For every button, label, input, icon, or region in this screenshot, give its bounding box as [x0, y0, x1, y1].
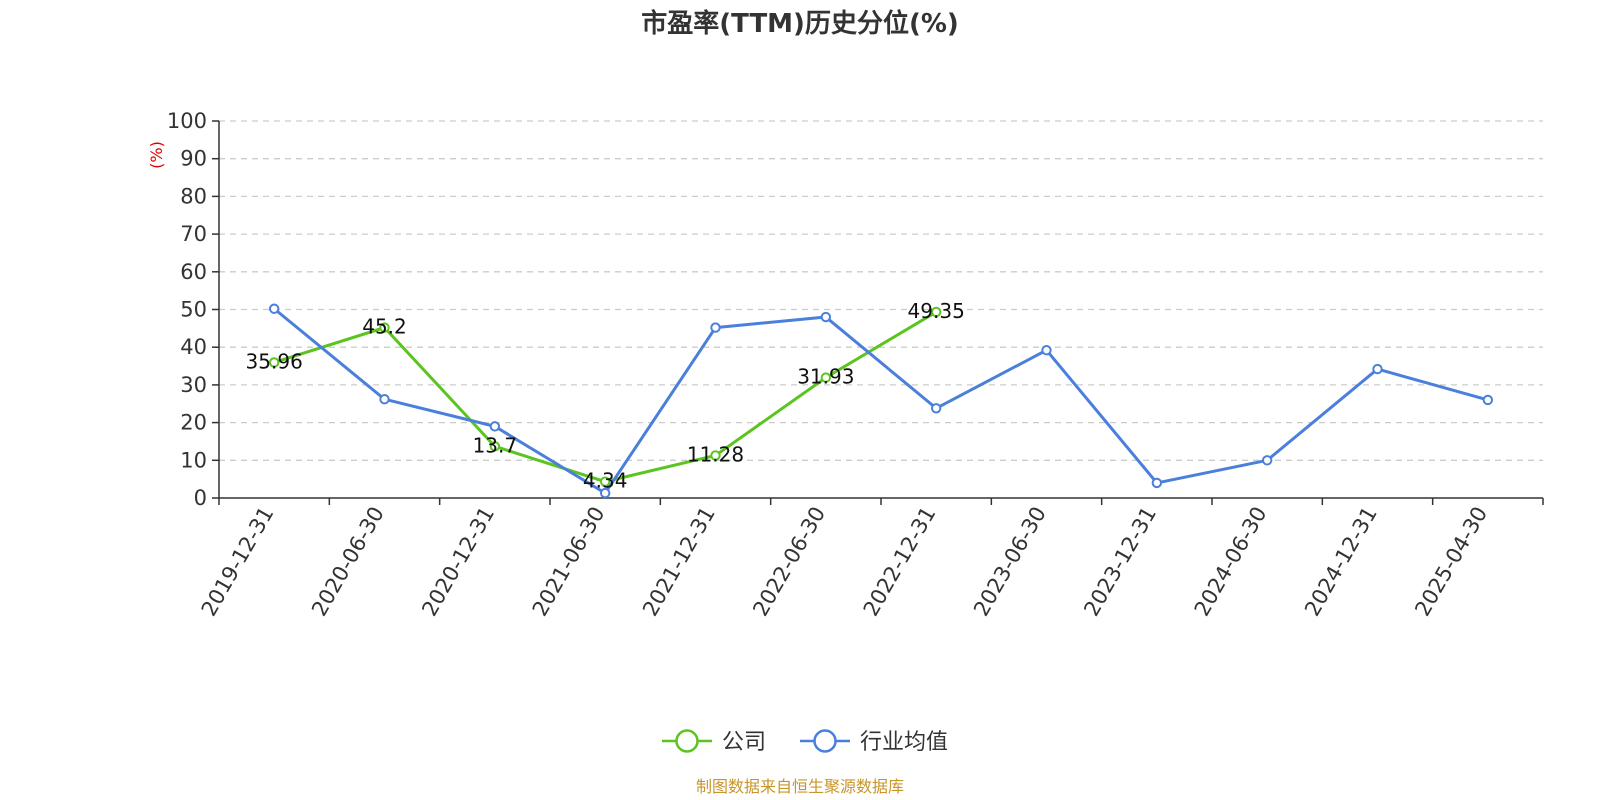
data-point[interactable] — [1482, 394, 1494, 406]
data-label: 45.2 — [362, 315, 407, 339]
legend-item-0[interactable]: 公司 — [662, 729, 766, 755]
x-tick-label: 2021-12-31 — [638, 503, 720, 621]
data-point[interactable] — [599, 476, 611, 487]
data-point[interactable] — [489, 441, 501, 452]
data-point[interactable] — [1372, 363, 1383, 375]
legend-marker-icon — [813, 729, 837, 753]
data-point[interactable] — [489, 421, 501, 432]
data-point[interactable] — [820, 372, 832, 383]
data-point[interactable] — [379, 322, 390, 333]
y-axis-unit-label: (%) — [147, 141, 166, 169]
x-tick-label: 2023-12-31 — [1079, 503, 1161, 621]
data-point[interactable] — [930, 306, 942, 318]
data-label: 13.7 — [473, 433, 518, 457]
y-tick-label: 90 — [180, 147, 207, 171]
data-point[interactable] — [599, 487, 611, 499]
y-tick-label: 40 — [180, 335, 207, 359]
data-point[interactable] — [820, 311, 832, 323]
x-tick-label: 2022-12-31 — [859, 503, 941, 621]
y-tick-label: 0 — [194, 486, 207, 510]
y-tick-label: 60 — [180, 260, 207, 284]
series-line-1 — [273, 307, 1489, 495]
x-tick-label: 2021-06-30 — [528, 503, 610, 621]
axes: 0 10 20 30 40 50 60 70 80 90 100 2019-12-31 2020-06-… — [167, 109, 1544, 621]
data-point[interactable] — [930, 403, 942, 414]
data-label: 49.35 — [908, 299, 965, 323]
chart-title: 市盈率(TTM)历史分位(%) — [641, 8, 959, 39]
y-tick-label: 70 — [180, 222, 207, 246]
y-tick-label: 30 — [180, 373, 207, 397]
data-label: 4.34 — [583, 469, 628, 493]
data-point[interactable] — [1151, 477, 1163, 489]
legend-label: 公司 — [722, 730, 766, 755]
gridlines — [219, 120, 1543, 461]
source-note: 制图数据来自恒生聚源数据库 — [696, 777, 904, 796]
legend-label: 行业均值 — [860, 730, 948, 755]
data-label: 31.93 — [797, 365, 854, 389]
data-point[interactable] — [379, 394, 390, 405]
x-tick-label: 2020-12-31 — [417, 503, 499, 621]
y-tick-label: 80 — [180, 184, 207, 208]
legend-marker-icon — [675, 729, 699, 753]
x-tick-label: 2024-06-30 — [1190, 503, 1272, 621]
y-tick-label: 10 — [180, 448, 207, 472]
data-point[interactable] — [710, 322, 721, 333]
data-label: 35.96 — [246, 349, 303, 373]
data-label: 11.28 — [687, 442, 744, 466]
data-point[interactable] — [268, 357, 280, 368]
y-tick-label: 50 — [180, 298, 207, 322]
y-tick-label: 20 — [180, 411, 207, 435]
series-lines — [268, 303, 1494, 499]
x-tick-label: 2022-06-30 — [748, 503, 830, 621]
x-tick-label: 2020-06-30 — [307, 503, 389, 621]
data-point[interactable] — [1261, 455, 1273, 466]
x-tick-label: 2024-12-31 — [1300, 503, 1382, 621]
data-point[interactable] — [1041, 345, 1052, 356]
data-point[interactable] — [710, 450, 721, 461]
data-point[interactable] — [268, 303, 280, 314]
x-tick-label: 2023-06-30 — [969, 503, 1051, 621]
legend-item-1[interactable]: 行业均值 — [800, 729, 948, 755]
legend[interactable]: 公司 行业均值 — [662, 729, 948, 755]
x-tick-label: 2019-12-31 — [197, 503, 279, 621]
data-labels: 35.96 45.2 13.7 4.34 11.28 31.93 49.35 — [246, 299, 965, 493]
y-tick-label: 100 — [167, 109, 207, 133]
x-tick-label: 2025-04-30 — [1410, 503, 1492, 621]
